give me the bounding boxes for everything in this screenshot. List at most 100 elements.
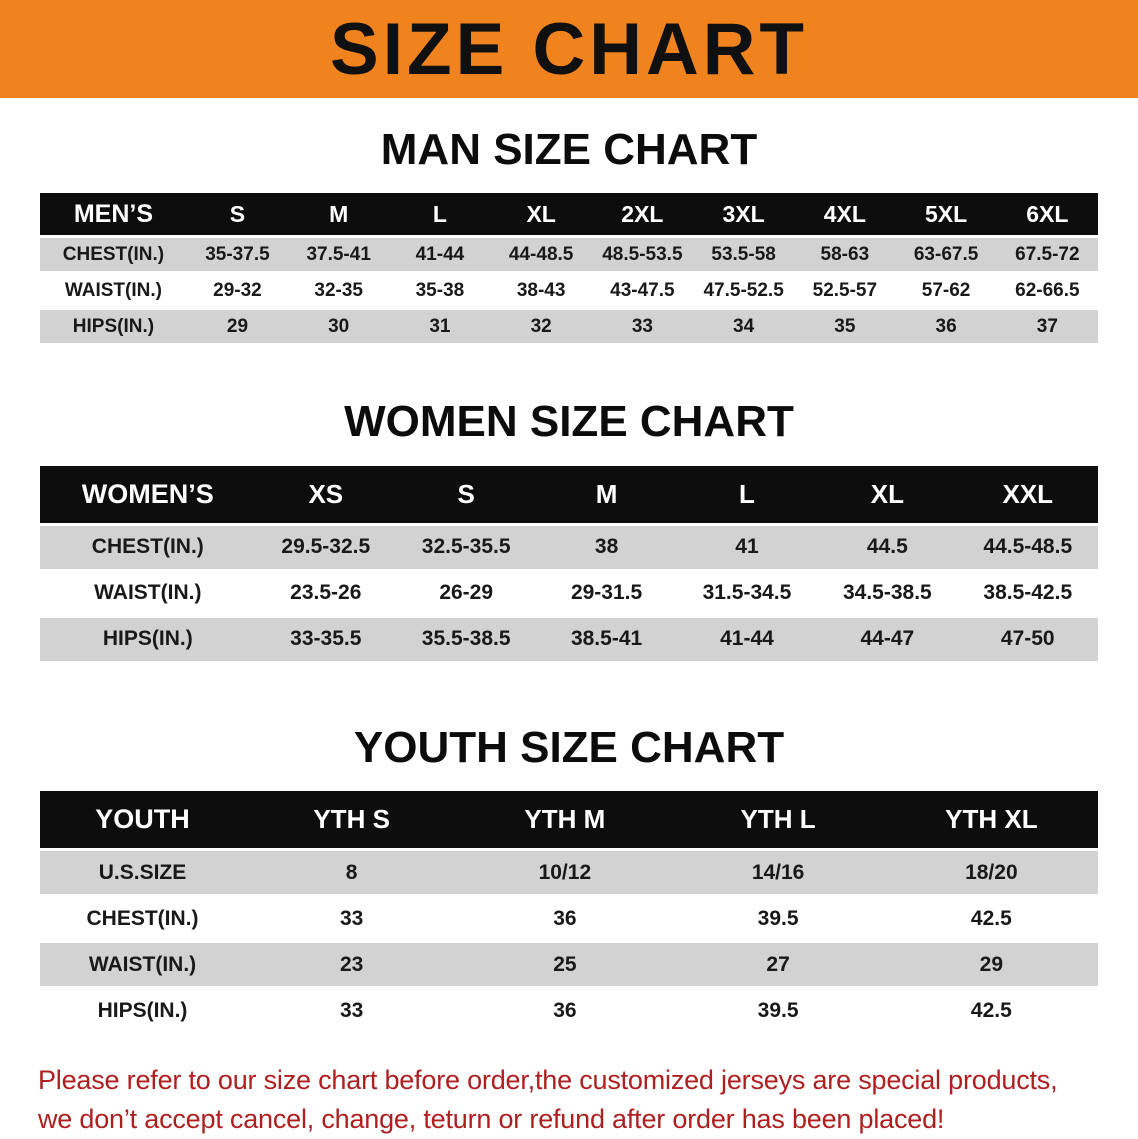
size-value: 42.5 [884,897,1098,941]
size-value: 27 [671,943,885,987]
size-value: 42.5 [884,989,1098,1033]
men-size-table: MEN’S S M L XL 2XL 3XL 4XL 5XL 6XL CHEST(IN.) 35-37… [40,190,1098,346]
size-column-header: M [288,193,390,236]
size-value: 57-62 [895,274,997,308]
size-value: 53.5-58 [693,238,795,272]
table-header-row: YOUTH YTH S YTH M YTH L YTH XL [40,791,1098,849]
table-row: WAIST(IN.) 23 25 27 29 [40,943,1098,987]
size-column-header: L [676,465,818,523]
size-value: 29.5-32.5 [255,525,396,569]
measurement-label: HIPS(IN.) [40,989,246,1033]
size-column-header: 3XL [693,193,795,236]
size-value: 10/12 [458,851,672,895]
size-value: 26-29 [395,571,537,615]
size-value: 36 [458,897,672,941]
size-value: 58-63 [794,238,896,272]
size-column-header: M [536,465,677,523]
size-column-header: S [395,465,537,523]
table-row: WAIST(IN.) 23.5-26 26-29 29-31.5 31.5-34.5 34… [40,571,1098,615]
table-row: CHEST(IN.) 29.5-32.5 32.5-35.5 38 41 44.5 44.5… [40,525,1098,569]
measurement-label: U.S.SIZE [40,851,246,895]
size-value: 31 [389,310,491,344]
size-value: 33 [245,989,459,1033]
disclaimer-line-1: Please refer to our size chart before or… [38,1065,1058,1096]
size-value: 35.5-38.5 [395,617,537,661]
size-value: 38 [536,525,677,569]
size-value: 43-47.5 [591,274,693,308]
size-value: 32.5-35.5 [395,525,537,569]
size-column-header: L [389,193,491,236]
group-label-header: WOMEN’S [40,465,256,523]
size-value: 38-43 [490,274,592,308]
size-value: 44.5-48.5 [957,525,1098,569]
size-value: 62-66.5 [996,274,1098,308]
size-value: 41-44 [389,238,491,272]
size-column-header: XS [255,465,396,523]
table-row: HIPS(IN.) 29 30 31 32 33 34 35 36 37 [40,310,1098,344]
measurement-label: CHEST(IN.) [40,897,246,941]
size-column-header: YTH XL [884,791,1098,849]
size-column-header: XL [817,465,958,523]
size-column-header: 2XL [591,193,693,236]
size-value: 30 [288,310,390,344]
measurement-label: HIPS(IN.) [40,310,187,344]
size-value: 44-48.5 [490,238,592,272]
size-value: 38.5-42.5 [957,571,1098,615]
disclaimer-text: Please refer to our size chart before or… [38,1061,1100,1139]
size-value: 23.5-26 [255,571,396,615]
size-column-header: 6XL [996,193,1098,236]
size-column-header: S [186,193,289,236]
size-value: 63-67.5 [895,238,997,272]
size-value: 29 [186,310,289,344]
group-label-header: MEN’S [40,193,187,236]
size-value: 35 [794,310,896,344]
women-size-table: WOMEN’S XS S M L XL XXL CHEST(IN.) 29.5-32.5 32.5… [40,463,1098,664]
disclaimer-line-2: we don’t accept cancel, change, teturn o… [38,1104,945,1135]
table-row: HIPS(IN.) 33-35.5 35.5-38.5 38.5-41 41-44 44-… [40,617,1098,661]
table-header-row: MEN’S S M L XL 2XL 3XL 4XL 5XL 6XL [40,193,1098,236]
size-value: 34.5-38.5 [817,571,958,615]
measurement-label: CHEST(IN.) [40,238,187,272]
youth-size-table: YOUTH YTH S YTH M YTH L YTH XL U.S.SIZE 8 10/12… [40,788,1098,1035]
table-row: WAIST(IN.) 29-32 32-35 35-38 38-43 43-47.5 47.… [40,274,1098,308]
size-column-header: YTH S [245,791,459,849]
size-value: 29-32 [186,274,289,308]
group-label-header: YOUTH [40,791,246,849]
size-value: 44.5 [817,525,958,569]
size-value: 29-31.5 [536,571,677,615]
table-row: CHEST(IN.) 35-37.5 37.5-41 41-44 44-48.5 48.5… [40,238,1098,272]
size-value: 35-38 [389,274,491,308]
size-value: 48.5-53.5 [591,238,693,272]
measurement-label: WAIST(IN.) [40,571,256,615]
size-value: 18/20 [884,851,1098,895]
size-value: 31.5-34.5 [676,571,818,615]
youth-section-heading: YOUTH SIZE CHART [353,722,785,772]
table-row: HIPS(IN.) 33 36 39.5 42.5 [40,989,1098,1033]
size-value: 33-35.5 [255,617,396,661]
size-column-header: XL [490,193,592,236]
women-size-section: WOMEN SIZE CHART WOMEN’S XS S M L XL XXL CHEST(… [0,397,1138,664]
size-value: 39.5 [671,989,885,1033]
size-column-header: 5XL [895,193,997,236]
size-value: 33 [245,897,459,941]
table-row: CHEST(IN.) 33 36 39.5 42.5 [40,897,1098,941]
size-value: 36 [458,989,672,1033]
page-title: SIZE CHART [330,8,808,90]
size-value: 32-35 [288,274,390,308]
size-value: 33 [591,310,693,344]
size-column-header: XXL [957,465,1098,523]
table-header-row: WOMEN’S XS S M L XL XXL [40,465,1098,523]
size-value: 47.5-52.5 [693,274,795,308]
men-size-section: MAN SIZE CHART MEN’S S M L XL 2XL 3XL 4XL 5XL 6XL… [0,125,1138,346]
youth-size-section: YOUTH SIZE CHART YOUTH YTH S YTH M YTH L YTH… [0,722,1138,1035]
size-value: 52.5-57 [794,274,896,308]
size-value: 25 [458,943,672,987]
size-value: 41-44 [676,617,818,661]
measurement-label: CHEST(IN.) [40,525,256,569]
banner: SIZE CHART [0,0,1138,98]
size-value: 38.5-41 [536,617,677,661]
size-column-header: YTH M [458,791,672,849]
size-column-header: YTH L [671,791,885,849]
size-value: 41 [676,525,818,569]
